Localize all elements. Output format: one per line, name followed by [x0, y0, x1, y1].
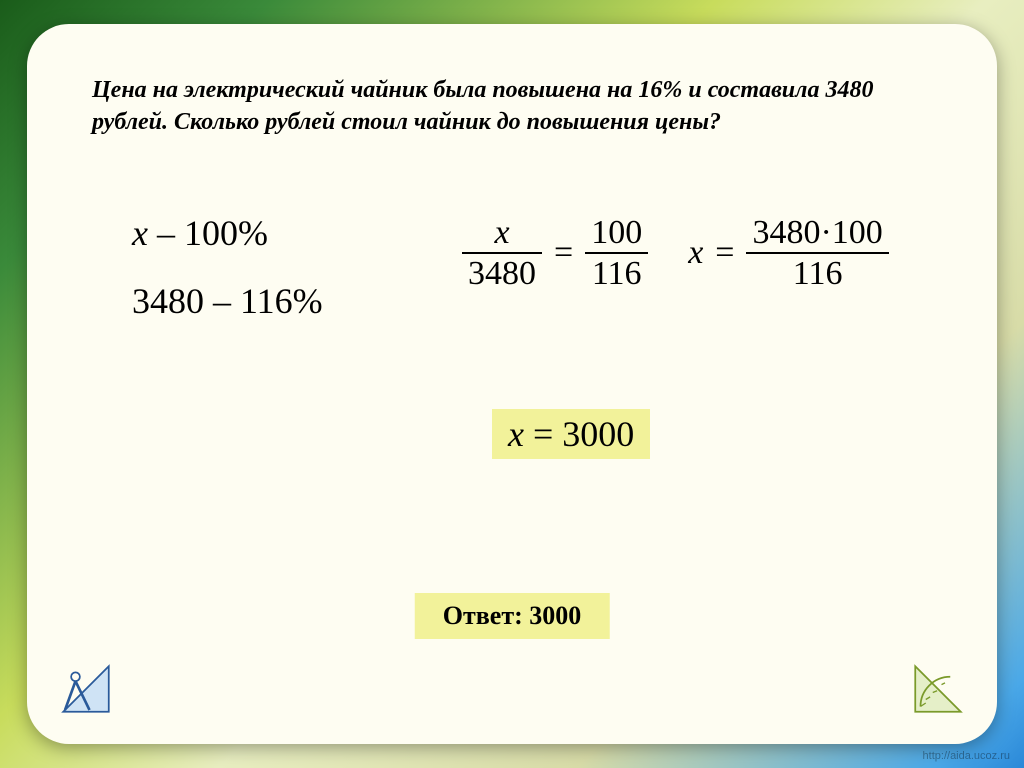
problem-statement: Цена на электрический чайник была повыше… [92, 74, 932, 139]
setup-row-2: 3480 – 116% [132, 267, 323, 335]
solve-num: 3480·100 [746, 213, 888, 252]
setup-r1-dash: – [157, 213, 175, 253]
final-answer-box: Ответ: 3000 [415, 593, 610, 639]
solve-den: 116 [787, 254, 849, 293]
setup-r1-left: x [132, 213, 148, 253]
setup-r2-left: 3480 [132, 281, 204, 321]
prop-right-num: 100 [585, 213, 648, 252]
proportion-setup: x – 100% 3480 – 116% [132, 199, 323, 336]
watermark-text: http://aida.ucoz.ru [923, 750, 1010, 762]
solve-frac: 3480·100 116 [746, 213, 888, 293]
setup-row-1: x – 100% [132, 199, 323, 267]
slide-card: Цена на электрический чайник была повыше… [27, 24, 997, 744]
equation-row: x 3480 = 100 116 x = 3480·100 116 [462, 213, 889, 293]
prop-left-den: 3480 [462, 254, 542, 293]
solution-area: x – 100% 3480 – 116% x 3480 = 100 [92, 199, 932, 599]
setup-r2-right: 116% [240, 281, 323, 321]
setup-r1-right: 100% [184, 213, 268, 253]
protractor-triangle-icon [901, 652, 975, 726]
result-x: x = 3000 [492, 409, 650, 459]
prop-left-num: x [488, 213, 515, 252]
proportion-equation: x 3480 = 100 116 [462, 213, 648, 293]
solve-equation: x = 3480·100 116 [688, 213, 889, 293]
proportion-left-frac: x 3480 [462, 213, 542, 293]
result-x-lhs: x [508, 414, 524, 454]
setup-r2-dash: – [213, 281, 231, 321]
prop-eq: = [554, 234, 573, 272]
solve-lhs: x [688, 234, 703, 272]
prop-right-den: 116 [586, 254, 648, 293]
result-x-val: 3000 [562, 414, 634, 454]
solve-eq: = [715, 234, 734, 272]
proportion-right-frac: 100 116 [585, 213, 648, 293]
compass-triangle-icon [49, 652, 123, 726]
result-x-eq: = [533, 414, 553, 454]
